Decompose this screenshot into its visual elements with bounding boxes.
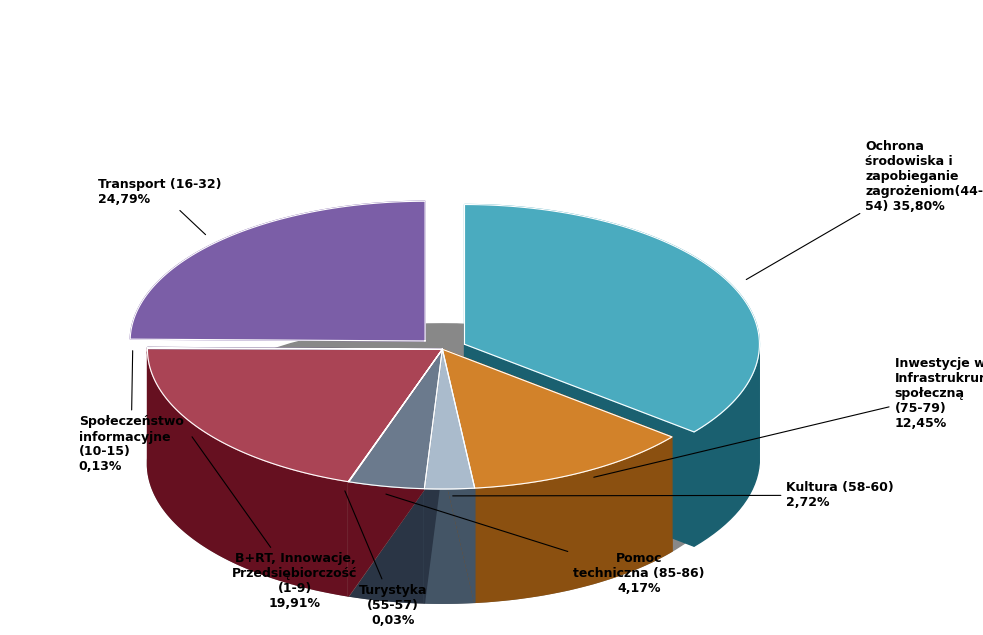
- Ellipse shape: [147, 324, 737, 603]
- Polygon shape: [348, 349, 442, 596]
- Polygon shape: [694, 349, 759, 546]
- Polygon shape: [442, 349, 475, 603]
- Text: Pomoc
techniczna (85-86)
4,17%: Pomoc techniczna (85-86) 4,17%: [386, 494, 705, 596]
- Polygon shape: [475, 437, 672, 603]
- Polygon shape: [349, 482, 425, 603]
- Polygon shape: [425, 349, 442, 603]
- Polygon shape: [442, 349, 672, 551]
- Polygon shape: [442, 349, 475, 603]
- Polygon shape: [425, 488, 475, 603]
- Polygon shape: [349, 349, 442, 596]
- Polygon shape: [349, 349, 442, 596]
- Text: Turystyka
(55-57)
0,03%: Turystyka (55-57) 0,03%: [345, 491, 428, 627]
- Polygon shape: [425, 349, 475, 489]
- Polygon shape: [349, 349, 442, 489]
- Text: Społeczeństwo
informacyjne
(10-15)
0,13%: Społeczeństwo informacyjne (10-15) 0,13%: [79, 351, 184, 474]
- Polygon shape: [348, 349, 442, 482]
- Polygon shape: [425, 349, 442, 603]
- Polygon shape: [130, 201, 425, 341]
- Text: Ochrona
środowiska i
zapobieganie
zagrożeniom(44-
54) 35,80%: Ochrona środowiska i zapobieganie zagroż…: [746, 140, 983, 279]
- Polygon shape: [442, 349, 672, 488]
- Polygon shape: [147, 347, 442, 349]
- Text: Inwestycje w
Infrastrukrurę
społeczną
(75-79)
12,45%: Inwestycje w Infrastrukrurę społeczną (7…: [594, 358, 983, 478]
- Text: Transport (16-32)
24,79%: Transport (16-32) 24,79%: [98, 178, 222, 235]
- Polygon shape: [465, 344, 694, 546]
- Text: Kultura (58-60)
2,72%: Kultura (58-60) 2,72%: [453, 481, 895, 509]
- Polygon shape: [147, 352, 348, 596]
- Text: B+RT, Innowacje,
Przedsiębiorczość
(1-9)
19,91%: B+RT, Innowacje, Przedsiębiorczość (1-9)…: [192, 437, 358, 610]
- Polygon shape: [465, 204, 760, 432]
- Polygon shape: [348, 349, 442, 596]
- Polygon shape: [147, 349, 442, 481]
